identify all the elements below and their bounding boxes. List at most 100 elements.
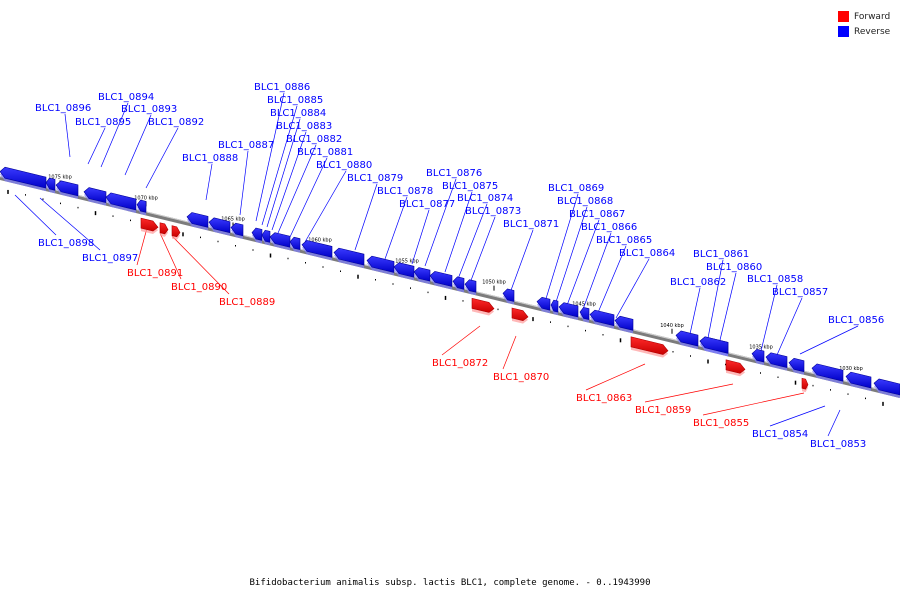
gene-label[interactable]: BLC1_0881: [297, 147, 353, 158]
gene-BLC1_0879[interactable]: [333, 247, 365, 266]
gene-BLC1_0869[interactable]: [536, 296, 551, 311]
gene-label[interactable]: BLC1_0888: [182, 153, 238, 164]
gene-BLC1_0859[interactable]: [725, 359, 746, 374]
gene-label[interactable]: BLC1_0896: [35, 103, 91, 114]
gene-BLC1_0890[interactable]: [159, 222, 169, 235]
gene-BLC1_0886[interactable]: [208, 217, 231, 234]
gene-label[interactable]: BLC1_0871: [503, 219, 559, 230]
gene-label[interactable]: BLC1_0866: [581, 222, 637, 233]
gene-BLC1_0892[interactable]: [105, 192, 137, 211]
gene-BLC1_0874[interactable]: [452, 276, 465, 290]
gene-label[interactable]: BLC1_0893: [121, 104, 177, 115]
leader-line: [266, 118, 301, 228]
gene-BLC1_0888[interactable]: [136, 199, 147, 213]
gene-label[interactable]: BLC1_0879: [347, 173, 403, 184]
gene-label[interactable]: BLC1_0873: [465, 206, 521, 217]
gene-BLC1_0884[interactable]: [251, 227, 263, 241]
gene-BLC1_0882[interactable]: [269, 232, 291, 248]
gene-label[interactable]: BLC1_0882: [286, 134, 342, 145]
gene-BLC1_0854[interactable]: [873, 378, 900, 396]
gene-BLC1_0860[interactable]: [699, 336, 729, 354]
gene-BLC1_0889[interactable]: [171, 225, 181, 238]
gene-BLC1_0865[interactable]: [589, 309, 615, 327]
gene-BLC1_0895[interactable]: [45, 177, 56, 191]
gene-BLC1_0857[interactable]: [765, 352, 788, 369]
gene-label[interactable]: BLC1_0864: [619, 248, 675, 259]
gene-label[interactable]: BLC1_0877: [399, 199, 455, 210]
gene-BLC1_0872[interactable]: [471, 297, 495, 313]
gene-BLC1_0887[interactable]: [186, 212, 209, 228]
gene-BLC1_0880[interactable]: [301, 240, 333, 258]
gene-BLC1_0885[interactable]: [230, 222, 244, 237]
gene-label[interactable]: BLC1_0859: [635, 405, 691, 416]
gene-label[interactable]: BLC1_0862: [670, 277, 726, 288]
gene-label[interactable]: BLC1_0897: [82, 253, 138, 264]
gene-label[interactable]: BLC1_0857: [772, 287, 828, 298]
gene-BLC1_0896[interactable]: [0, 166, 47, 189]
gene-BLC1_0870[interactable]: [511, 307, 529, 322]
gene-BLC1_0877[interactable]: [393, 262, 415, 278]
gene-BLC1_0866[interactable]: [579, 307, 590, 321]
gene-label[interactable]: BLC1_0867: [569, 209, 625, 220]
gene-label[interactable]: BLC1_0855: [693, 418, 749, 429]
leader-line: [799, 325, 859, 355]
gene-BLC1_0871[interactable]: [502, 288, 515, 302]
gene-label[interactable]: BLC1_0854: [752, 429, 808, 440]
gene-label[interactable]: BLC1_0894: [98, 92, 154, 103]
gene-label[interactable]: BLC1_0891: [127, 268, 183, 279]
gene-BLC1_0873[interactable]: [464, 279, 477, 293]
gene-label[interactable]: BLC1_0868: [557, 196, 613, 207]
gene-label[interactable]: BLC1_0858: [747, 274, 803, 285]
gene-label[interactable]: BLC1_0895: [75, 117, 131, 128]
gene-label[interactable]: BLC1_0883: [276, 121, 332, 132]
gene-BLC1_0875[interactable]: [429, 271, 453, 287]
gene-label[interactable]: BLC1_0860: [706, 262, 762, 273]
gene-label[interactable]: BLC1_0874: [457, 193, 513, 204]
gene-label[interactable]: BLC1_0875: [442, 181, 498, 192]
gene-label[interactable]: BLC1_0872: [432, 358, 488, 369]
gene-label[interactable]: BLC1_0861: [693, 249, 749, 260]
leader-line: [159, 232, 182, 280]
gene-label[interactable]: BLC1_0870: [493, 372, 549, 383]
gene-label[interactable]: BLC1_0876: [426, 168, 482, 179]
gene-BLC1_0856[interactable]: [788, 357, 805, 373]
gene-BLC1_0891[interactable]: [140, 217, 159, 232]
gene-BLC1_0881[interactable]: [289, 236, 301, 251]
leader-line: [509, 229, 534, 294]
gene-BLC1_0864[interactable]: [614, 315, 634, 331]
gene-BLC1_0894[interactable]: [55, 180, 79, 197]
gene-BLC1_0878[interactable]: [366, 255, 395, 273]
gene-label[interactable]: BLC1_0880: [316, 160, 372, 171]
gene-BLC1_0868[interactable]: [550, 299, 559, 313]
gene-label[interactable]: BLC1_0887: [218, 140, 274, 151]
leader-line: [769, 405, 826, 427]
gene-BLC1_0863[interactable]: [630, 336, 669, 355]
gene-BLC1_0862[interactable]: [675, 330, 699, 347]
gene-label[interactable]: BLC1_0885: [267, 95, 323, 106]
gene-label[interactable]: BLC1_0889: [219, 297, 275, 308]
gene-label[interactable]: BLC1_0886: [254, 82, 310, 93]
kbp-tick-label: 1035 kbp: [749, 344, 773, 350]
gene-BLC1_0867[interactable]: [558, 302, 579, 318]
gene-BLC1_0855[interactable]: [801, 377, 809, 390]
gene-BLC1_0893[interactable]: [83, 187, 107, 204]
gene-label[interactable]: BLC1_0892: [148, 117, 204, 128]
gene-label[interactable]: BLC1_0884: [270, 108, 326, 119]
gene-label[interactable]: BLC1_0856: [828, 315, 884, 326]
gene-BLC1_0876[interactable]: [413, 267, 431, 282]
gene-label[interactable]: BLC1_0878: [377, 186, 433, 197]
gene-label[interactable]: BLC1_0890: [171, 282, 227, 293]
leader-line: [689, 287, 701, 335]
gene-label[interactable]: BLC1_0865: [596, 235, 652, 246]
gene-label[interactable]: BLC1_0863: [576, 393, 632, 404]
gene-BLC1_0898[interactable]: [811, 363, 844, 382]
gene-BLC1_0897[interactable]: [845, 371, 872, 389]
gene-BLC1_0883[interactable]: [261, 229, 271, 243]
gene-label[interactable]: BLC1_0898: [38, 238, 94, 249]
gene-BLC1_0858[interactable]: [751, 348, 765, 363]
gene-label[interactable]: BLC1_0869: [548, 183, 604, 194]
minor-ticks: [7, 189, 884, 406]
gene-label[interactable]: BLC1_0853: [810, 439, 866, 450]
